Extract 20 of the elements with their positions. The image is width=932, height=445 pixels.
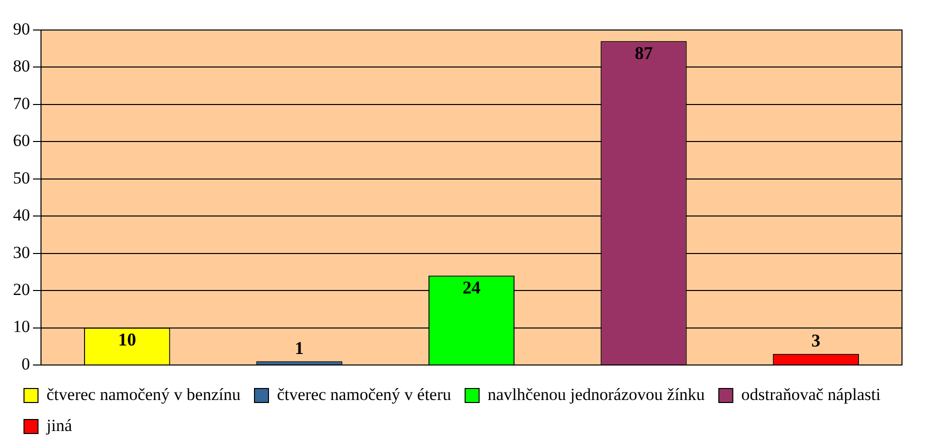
y-tick-label: 80 <box>13 56 30 76</box>
legend-label: jiná <box>46 416 72 435</box>
data-label: 24 <box>462 277 480 298</box>
legend-label: čtverec namočený v benzínu <box>46 384 241 404</box>
y-tick-label: 0 <box>22 354 30 374</box>
data-label: 1 <box>294 338 304 358</box>
y-tick-label: 50 <box>13 168 30 188</box>
y-tick-label: 40 <box>13 206 30 225</box>
legend-label: odstraňovač náplasti <box>741 384 881 404</box>
y-tick-label: 90 <box>13 19 30 38</box>
y-tick-label: 70 <box>13 94 30 113</box>
data-label: 3 <box>811 330 820 350</box>
y-tick-label: 60 <box>13 131 30 150</box>
legend-label: čtverec namočený v éteru <box>276 384 452 404</box>
data-label: 10 <box>118 329 136 350</box>
y-tick-label: 30 <box>13 242 30 262</box>
data-label: 87 <box>634 42 653 63</box>
legend-label: navlhčenou jednorázovou žínku <box>488 384 706 404</box>
y-tick-label: 20 <box>13 280 30 300</box>
y-tick-label: 10 <box>13 317 30 336</box>
